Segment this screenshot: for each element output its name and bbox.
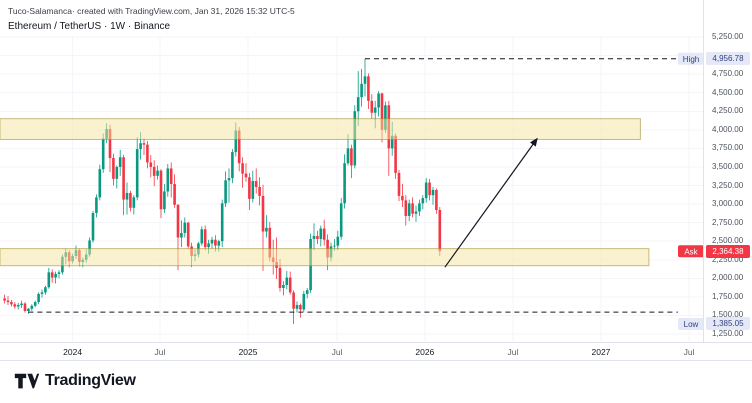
footer: TradingView bbox=[0, 361, 752, 403]
price-tick-label: 2,250.00 bbox=[712, 254, 744, 264]
price-tick-label: 3,750.00 bbox=[712, 143, 744, 153]
time-tick-label: 2025 bbox=[238, 347, 258, 357]
price-axis-badge: 2,364.38 bbox=[706, 244, 750, 258]
price-tick-label: 1,750.00 bbox=[712, 291, 744, 301]
svg-text:Low: Low bbox=[684, 320, 699, 329]
price-tick-label: 3,500.00 bbox=[712, 161, 744, 171]
tradingview-logo-icon bbox=[14, 373, 40, 389]
time-tick-label: Jul bbox=[683, 347, 695, 357]
time-tick-label: 2026 bbox=[415, 347, 435, 357]
price-tick-label: 2,500.00 bbox=[712, 236, 744, 246]
price-tick-label: 3,250.00 bbox=[712, 180, 744, 190]
price-tick-label: 2,000.00 bbox=[712, 273, 744, 283]
svg-text:Ask: Ask bbox=[684, 247, 698, 256]
price-tick-label: 5,250.00 bbox=[712, 32, 744, 41]
time-tick-label: 2027 bbox=[591, 347, 611, 357]
symbol-info: Ethereum / TetherUS · 1W · Binance bbox=[8, 21, 171, 32]
price-axis[interactable]: 5,250.005,000.004,750.004,500.004,250.00… bbox=[703, 0, 752, 361]
price-tick-label: 4,000.00 bbox=[712, 124, 744, 134]
price-tick-label: 1,500.00 bbox=[712, 310, 744, 320]
svg-text:High: High bbox=[683, 55, 699, 64]
grid bbox=[0, 36, 703, 342]
chart-canvas[interactable]: High Ask Low bbox=[0, 36, 703, 342]
price-tag-low: Low bbox=[678, 317, 703, 330]
price-tick-label: 4,500.00 bbox=[712, 87, 744, 97]
tradingview-logo[interactable]: TradingView bbox=[14, 371, 136, 391]
price-tag-ask: Ask bbox=[678, 245, 703, 258]
chart-attribution: Tuco-Salamanca· created with TradingView… bbox=[8, 6, 295, 16]
price-tick-label: 3,000.00 bbox=[712, 199, 744, 209]
time-tick-label: Jul bbox=[507, 347, 519, 357]
price-tick-label: 4,250.00 bbox=[712, 106, 744, 116]
price-axis-badge: 1,385.05 bbox=[706, 317, 750, 331]
candles bbox=[3, 58, 442, 324]
tradingview-logo-text: TradingView bbox=[45, 372, 136, 389]
demand-zone[interactable] bbox=[0, 248, 650, 267]
time-tick-label: Jul bbox=[331, 347, 343, 357]
price-tick-label: 4,750.00 bbox=[712, 69, 744, 79]
price-tick-label: 1,250.00 bbox=[712, 329, 744, 338]
price-axis-badge: 4,956.78 bbox=[706, 52, 750, 66]
time-tick-label: Jul bbox=[154, 347, 166, 357]
price-tick-label: 2,750.00 bbox=[712, 217, 744, 227]
price-tag-high: High bbox=[678, 52, 703, 65]
supply-zone[interactable] bbox=[0, 118, 641, 140]
projection-arrow[interactable] bbox=[444, 137, 538, 268]
time-axis[interactable]: 2024 Jul 2025 Jul 2026 Jul 2027 Jul bbox=[0, 342, 752, 361]
time-tick-label: 2024 bbox=[63, 347, 83, 357]
